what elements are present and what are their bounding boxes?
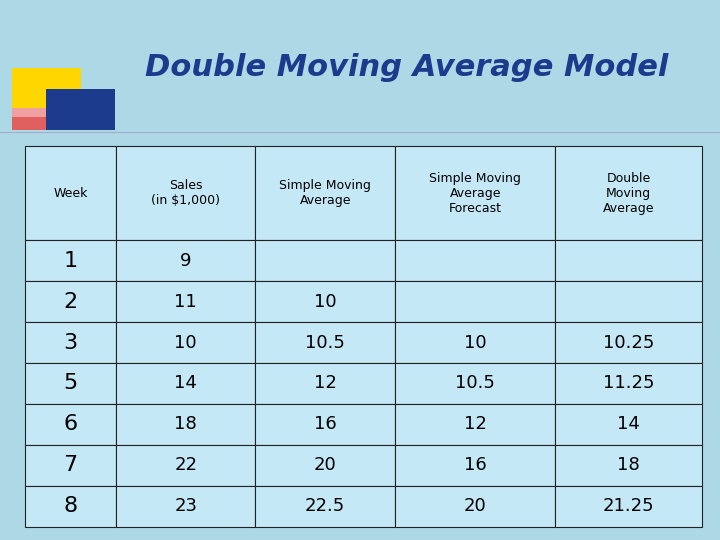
- Text: 22: 22: [174, 456, 197, 474]
- Text: 14: 14: [617, 415, 640, 433]
- Bar: [25, 404, 116, 445]
- Bar: [395, 146, 555, 240]
- Bar: [25, 240, 116, 281]
- Bar: [256, 445, 395, 485]
- Bar: [25, 146, 116, 240]
- Text: 10: 10: [314, 293, 336, 310]
- Bar: [25, 322, 116, 363]
- Bar: [555, 363, 702, 404]
- Bar: [555, 404, 702, 445]
- Bar: [116, 322, 256, 363]
- Bar: [555, 322, 702, 363]
- Bar: [395, 485, 555, 526]
- Bar: [116, 240, 256, 281]
- Text: 18: 18: [617, 456, 640, 474]
- Bar: [116, 445, 256, 485]
- Bar: [395, 322, 555, 363]
- Text: Simple Moving
Average: Simple Moving Average: [279, 179, 372, 207]
- Text: Sales
(in $1,000): Sales (in $1,000): [151, 179, 220, 207]
- Text: Simple Moving
Average
Forecast: Simple Moving Average Forecast: [429, 172, 521, 214]
- Text: 12: 12: [314, 374, 337, 393]
- Bar: [25, 281, 116, 322]
- Text: 7: 7: [63, 455, 78, 475]
- Bar: [555, 445, 702, 485]
- Bar: [555, 240, 702, 281]
- Bar: [256, 240, 395, 281]
- Text: 6: 6: [63, 414, 78, 434]
- Text: Double Moving Average Model: Double Moving Average Model: [145, 53, 668, 82]
- Bar: [116, 485, 256, 526]
- Bar: [116, 404, 256, 445]
- Bar: [25, 485, 116, 526]
- Bar: [256, 404, 395, 445]
- Text: 11: 11: [174, 293, 197, 310]
- Text: 10.5: 10.5: [455, 374, 495, 393]
- Bar: [256, 485, 395, 526]
- Bar: [395, 240, 555, 281]
- Bar: [256, 322, 395, 363]
- Text: 22.5: 22.5: [305, 497, 346, 515]
- Bar: [256, 146, 395, 240]
- Bar: [46, 89, 115, 130]
- Text: 10.5: 10.5: [305, 334, 345, 352]
- Bar: [25, 363, 116, 404]
- Bar: [395, 281, 555, 322]
- Text: 10: 10: [174, 334, 197, 352]
- Bar: [116, 363, 256, 404]
- Text: 16: 16: [464, 456, 487, 474]
- Bar: [555, 281, 702, 322]
- Text: 2: 2: [63, 292, 78, 312]
- Bar: [25, 445, 116, 485]
- Text: 10.25: 10.25: [603, 334, 654, 352]
- Text: 3: 3: [63, 333, 78, 353]
- Text: 12: 12: [464, 415, 487, 433]
- Bar: [256, 281, 395, 322]
- Bar: [555, 485, 702, 526]
- Bar: [116, 146, 256, 240]
- Text: 5: 5: [63, 373, 78, 394]
- Text: 14: 14: [174, 374, 197, 393]
- Bar: [12, 68, 81, 108]
- Text: 8: 8: [63, 496, 78, 516]
- Text: 20: 20: [464, 497, 487, 515]
- Text: Week: Week: [53, 186, 88, 200]
- Text: 1: 1: [63, 251, 78, 271]
- Bar: [555, 146, 702, 240]
- Text: 16: 16: [314, 415, 336, 433]
- Bar: [256, 363, 395, 404]
- Text: 18: 18: [174, 415, 197, 433]
- Bar: [395, 363, 555, 404]
- Text: 21.25: 21.25: [603, 497, 654, 515]
- Text: 20: 20: [314, 456, 336, 474]
- Text: 11.25: 11.25: [603, 374, 654, 393]
- Bar: [12, 96, 53, 117]
- Bar: [116, 281, 256, 322]
- Text: Double
Moving
Average: Double Moving Average: [603, 172, 654, 214]
- Bar: [12, 96, 63, 130]
- Text: 10: 10: [464, 334, 487, 352]
- Bar: [395, 404, 555, 445]
- Bar: [395, 445, 555, 485]
- Text: 23: 23: [174, 497, 197, 515]
- Text: 9: 9: [180, 252, 192, 270]
